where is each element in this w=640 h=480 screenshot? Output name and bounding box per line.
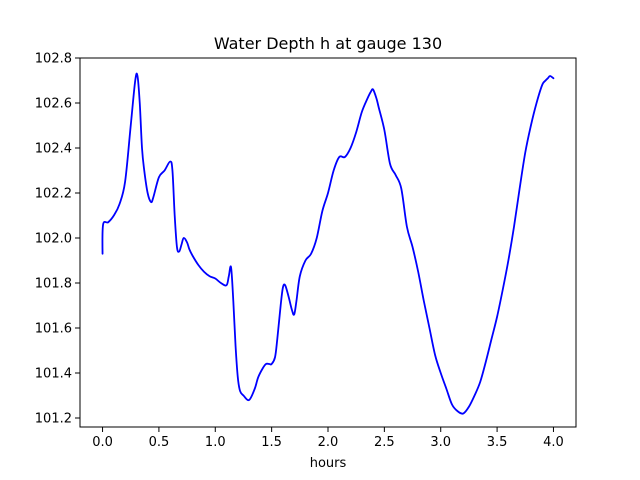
x-tick-label: 1.5: [261, 435, 282, 450]
y-tick-label: 102.2: [35, 187, 72, 202]
x-tick-label: 1.0: [205, 435, 226, 450]
x-tick-label: 0.5: [149, 435, 170, 450]
x-axis-ticks: 0.0 0.5 1.0 1.5 2.0 2.5 3.0 3.5 4.0: [92, 427, 564, 450]
x-tick-label: 0.0: [92, 435, 113, 450]
y-tick-label: 102.0: [35, 232, 72, 247]
x-tick-label: 2.0: [318, 435, 339, 450]
y-axis-ticks: 101.2 101.4 101.6 101.8 102.0 102.2 102.4 102.6…: [35, 52, 80, 427]
y-tick-label: 102.4: [35, 142, 72, 157]
plot-area-frame: [79, 57, 577, 428]
x-tick-label: 2.5: [374, 435, 395, 450]
y-tick-label: 102.8: [35, 52, 72, 67]
y-tick-label: 102.6: [35, 97, 72, 112]
x-tick-label: 3.5: [487, 435, 508, 450]
y-tick-label: 101.4: [35, 367, 72, 382]
y-tick-label: 101.8: [35, 277, 72, 292]
x-tick-label: 3.0: [430, 435, 451, 450]
x-axis-label: hours: [310, 456, 347, 471]
chart-title: Water Depth h at gauge 130: [214, 34, 442, 53]
water-depth-series-line: [101, 72, 555, 415]
y-tick-label: 101.2: [35, 412, 72, 427]
y-tick-label: 101.6: [35, 322, 72, 337]
x-tick-label: 4.0: [543, 435, 564, 450]
